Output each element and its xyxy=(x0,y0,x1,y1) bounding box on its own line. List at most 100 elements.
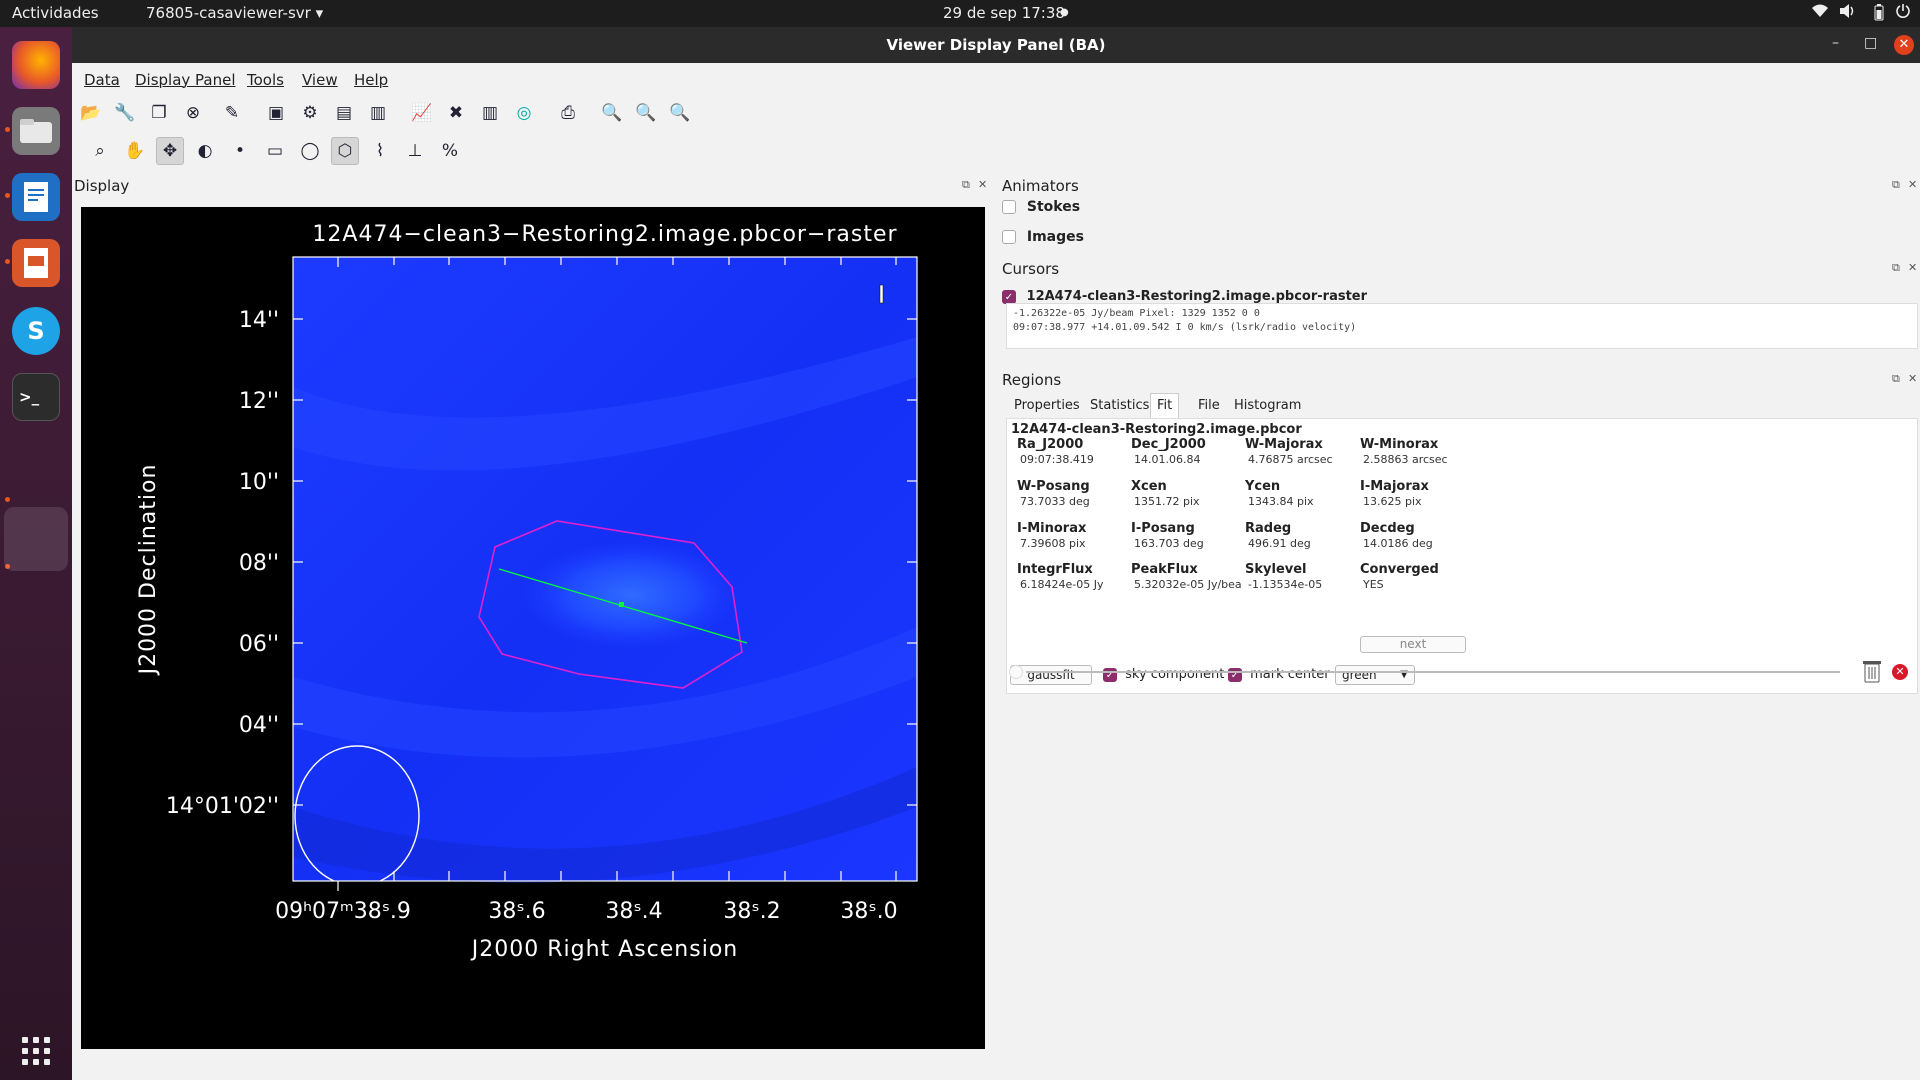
close-window-button[interactable]: ✕ xyxy=(1894,35,1914,55)
y-tick-label: 04'' xyxy=(239,713,279,738)
cursor-layer-checkbox[interactable]: ✓ xyxy=(1002,289,1016,304)
clock[interactable]: 29 de sep 17:38 xyxy=(943,4,1065,22)
images-row[interactable]: Images xyxy=(1002,229,1084,245)
fit-field-peakflux: PeakFlux 5.32032e-05 Jy/bea xyxy=(1131,562,1242,591)
app-menu[interactable]: 76805-casaviewer-svr ▾ xyxy=(146,4,324,22)
contrast-tool-icon[interactable]: ◐ xyxy=(197,141,213,161)
firefox-icon[interactable] xyxy=(12,41,60,89)
move-tool-icon[interactable]: ✥ xyxy=(156,137,184,165)
ruler-icon[interactable]: ⊥ xyxy=(407,141,423,161)
running-indicator xyxy=(5,127,10,132)
cursor-layer-row[interactable]: ✓ 12A474-clean3-Restoring2.image.pbcor-r… xyxy=(1002,289,1367,304)
trash-icon[interactable] xyxy=(1863,659,1881,683)
fit-icon[interactable]: ✖ xyxy=(448,103,464,123)
minimize-button[interactable]: – xyxy=(1832,35,1839,51)
polygon-region[interactable] xyxy=(478,520,743,689)
menu-display-panel[interactable]: Display Panel xyxy=(135,71,236,89)
zoom-original-icon[interactable]: 🔍 xyxy=(669,103,691,123)
histogram-icon[interactable]: ▥ xyxy=(481,103,499,123)
maximize-button[interactable]: □ xyxy=(1864,35,1878,51)
close-data-icon[interactable]: ⊗ xyxy=(185,103,201,123)
fit-field-radeg: Radeg 496.91 deg xyxy=(1245,521,1311,550)
x-tick-label: 38ˢ.6 xyxy=(488,899,545,924)
speaker-icon[interactable] xyxy=(1838,3,1856,23)
wifi-icon[interactable] xyxy=(1811,3,1829,23)
display-canvas[interactable]: 12A474−clean3−Restoring2.image.pbcor−ras… xyxy=(81,207,985,1049)
tab-file[interactable]: File xyxy=(1198,398,1220,413)
show-apps-icon[interactable] xyxy=(12,1027,60,1075)
fit-progress-handle[interactable] xyxy=(1009,665,1023,679)
float-panel-icon[interactable]: ⧉ xyxy=(962,178,970,191)
fit-field-skylevel: Skylevel -1.13534e-05 xyxy=(1245,562,1323,591)
y-ticks xyxy=(293,318,917,806)
menu-help[interactable]: Help xyxy=(354,71,389,89)
battery-icon[interactable] xyxy=(1874,3,1884,25)
stokes-checkbox[interactable] xyxy=(1002,200,1016,214)
images-checkbox[interactable] xyxy=(1002,230,1016,244)
activities-button[interactable]: Actividades xyxy=(12,4,99,22)
writer-icon[interactable] xyxy=(12,173,60,221)
polygon-region-icon[interactable]: ⬡ xyxy=(331,137,359,165)
delete-region-icon[interactable]: ✕ xyxy=(1892,664,1908,680)
plot-title: 12A474−clean3−Restoring2.image.pbcor−ras… xyxy=(312,222,897,247)
print-icon[interactable]: ⎙ xyxy=(561,103,575,123)
fit-center-marker xyxy=(619,602,624,607)
panel-options-icon[interactable]: ⚙ xyxy=(302,103,318,123)
close-panel-icon[interactable]: ✕ xyxy=(1908,178,1918,191)
close-panel-icon[interactable]: ✕ xyxy=(978,178,988,191)
spectrum-icon[interactable]: 📈 xyxy=(411,103,433,123)
next-button[interactable]: next xyxy=(1360,636,1466,653)
mark-center-row[interactable]: ✓ mark center xyxy=(1228,667,1330,682)
point-tool-icon[interactable]: • xyxy=(234,141,246,161)
tab-properties[interactable]: Properties xyxy=(1014,398,1080,413)
casaviewer-active-app[interactable] xyxy=(4,507,68,571)
zoom-out-icon[interactable]: 🔍 xyxy=(635,103,657,123)
beam-ellipse xyxy=(294,745,420,881)
save-panel-icon[interactable]: ▤ xyxy=(335,103,353,123)
mark-center-checkbox[interactable]: ✓ xyxy=(1228,667,1242,682)
power-icon[interactable] xyxy=(1895,3,1911,23)
close-panel-icon[interactable]: ✕ xyxy=(1908,372,1918,385)
brush-icon[interactable]: ✎ xyxy=(224,103,240,123)
window-titlebar[interactable]: Viewer Display Panel (BA) – □ ✕ xyxy=(72,27,1920,63)
rectangle-region-icon[interactable]: ▭ xyxy=(266,141,284,161)
float-panel-icon[interactable]: ⧉ xyxy=(1892,261,1900,274)
close-panel-icon[interactable]: ✕ xyxy=(1908,261,1918,274)
polyline-icon[interactable]: ⌇ xyxy=(375,141,385,161)
float-panel-icon[interactable]: ⧉ xyxy=(1892,178,1900,191)
marker-color-select[interactable]: green ▼ xyxy=(1335,665,1415,685)
percentage-icon[interactable]: % xyxy=(441,141,459,161)
new-panel-icon[interactable]: ▣ xyxy=(267,103,285,123)
menu-data[interactable]: Data xyxy=(84,71,120,89)
impress-icon[interactable] xyxy=(12,239,60,287)
target-icon[interactable]: ◎ xyxy=(516,103,532,123)
sky-component-row[interactable]: ✓ sky component xyxy=(1103,667,1224,682)
terminal-icon[interactable]: >_ xyxy=(12,373,60,421)
plot-frame xyxy=(292,256,918,882)
x-tick-label: 38ˢ.2 xyxy=(723,899,780,924)
wrench-icon[interactable]: 🔧 xyxy=(114,103,136,123)
recording-indicator: ● xyxy=(1060,7,1069,18)
restore-panel-icon[interactable]: ▥ xyxy=(369,103,387,123)
cursors-panel-label: Cursors xyxy=(1002,260,1060,278)
menu-view[interactable]: View xyxy=(302,71,338,89)
menu-tools[interactable]: Tools xyxy=(247,71,284,89)
skype-icon[interactable]: S xyxy=(12,307,60,355)
sky-image-plot[interactable]: 12A474−clean3−Restoring2.image.pbcor−ras… xyxy=(81,207,985,1049)
zoom-in-icon[interactable]: 🔍 xyxy=(601,103,623,123)
sky-component-checkbox[interactable]: ✓ xyxy=(1103,667,1117,682)
tab-fit[interactable]: Fit xyxy=(1150,393,1180,419)
tab-statistics[interactable]: Statistics xyxy=(1090,398,1150,413)
tab-histogram[interactable]: Histogram xyxy=(1234,398,1302,413)
fit-field-w-minorax: W-Minorax 2.58863 arcsec xyxy=(1360,437,1448,466)
stokes-row[interactable]: Stokes xyxy=(1002,199,1080,215)
ellipse-region-icon[interactable]: ◯ xyxy=(300,141,320,161)
zoom-tool-icon[interactable]: ⌕ xyxy=(95,141,105,161)
pan-tool-icon[interactable]: ✋ xyxy=(124,141,146,161)
main-toolbar: 📂 🔧 ❐ ⊗ ✎ ▣ ⚙ ▤ ▥ 📈 ✖ ▥ ◎ ⎙ 🔍 🔍 🔍 xyxy=(72,99,1920,135)
float-panel-icon[interactable]: ⧉ xyxy=(1892,372,1900,385)
chevron-down-icon: ▼ xyxy=(1400,669,1408,680)
open-folder-icon[interactable]: 📂 xyxy=(80,103,102,123)
files-icon[interactable] xyxy=(12,107,60,155)
copy-icon[interactable]: ❐ xyxy=(151,103,167,123)
